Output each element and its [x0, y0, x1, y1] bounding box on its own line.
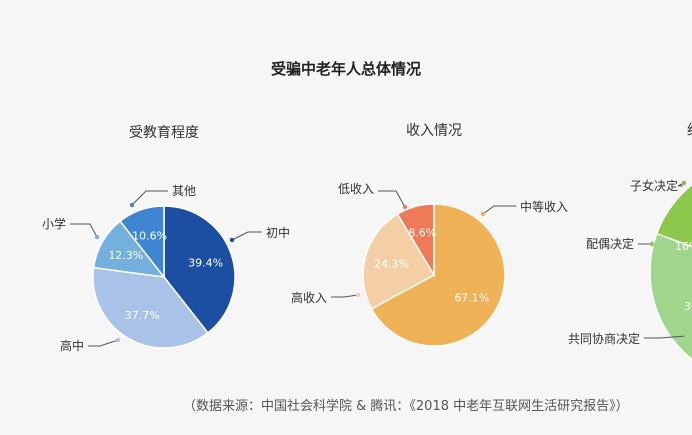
callout-dot — [115, 337, 121, 343]
pie-slice-配偶决定 — [655, 183, 692, 248]
slice-value-label: 67.1% — [454, 292, 489, 305]
slice-value-label: 24.3% — [374, 257, 409, 270]
callout-label-中等收入: 中等收入 — [520, 199, 568, 214]
slice-value-label: 16% — [675, 240, 692, 253]
callout-dot — [355, 292, 361, 298]
callout-label-共同协商决定: 共同协商决定 — [568, 331, 640, 346]
callout-line — [331, 294, 359, 298]
callout-label-其他: 其他 — [172, 184, 196, 198]
callout-dot — [402, 204, 408, 210]
callout-line — [131, 190, 168, 206]
callout-dot — [129, 202, 135, 208]
slice-value-label: 3 — [684, 300, 691, 313]
callout-line — [231, 231, 262, 241]
callout-dot — [480, 211, 486, 217]
slice-value-label: 12.3% — [108, 249, 143, 262]
callout-dot — [94, 234, 100, 240]
slice-value-label: 8.6% — [408, 227, 436, 240]
slice-value-label: 37.7% — [125, 309, 160, 322]
callout-label-初中: 初中 — [266, 225, 290, 240]
callout-label-低收入: 低收入 — [338, 182, 374, 196]
pie-slice-高中 — [92, 266, 209, 349]
pie-title: 受教育程度 — [129, 125, 199, 141]
slice-value-label: 39.4% — [188, 257, 223, 270]
callout-label-配偶决定: 配偶决定 — [586, 236, 634, 251]
callout-line — [70, 223, 98, 238]
data-source-note: （数据来源：中国社会科学院 & 腾讯：《2018 中老年互联网生活研究报告》） — [183, 399, 629, 414]
callout-line — [677, 182, 685, 187]
pie-title: 收入情况 — [406, 123, 462, 139]
callout-label-高收入: 高收入 — [291, 290, 327, 305]
callout-label-小学: 小学 — [42, 216, 66, 231]
callout-dot — [683, 333, 689, 339]
pie-slice-高收入 — [362, 213, 436, 310]
pie-slice-中等收入 — [370, 203, 506, 347]
callout-dot — [229, 237, 235, 243]
pie-slice-低收入 — [396, 203, 435, 278]
slice-value-label: 10.6% — [132, 229, 167, 242]
callout-line — [378, 190, 406, 208]
callout-line — [482, 205, 516, 215]
callout-label-高中: 高中 — [60, 338, 84, 353]
chart-main-title: 受骗中老年人总体情况 — [270, 60, 421, 78]
pie-slice-初中 — [163, 205, 236, 334]
pie-title: 经 — [687, 123, 692, 139]
pie-slice-其他 — [119, 205, 165, 280]
callout-dot — [681, 180, 687, 186]
callout-line — [88, 339, 119, 347]
callout-label-子女决定: 子女决定 — [630, 178, 678, 193]
callout-dot — [649, 241, 655, 247]
callout-line — [644, 335, 687, 339]
